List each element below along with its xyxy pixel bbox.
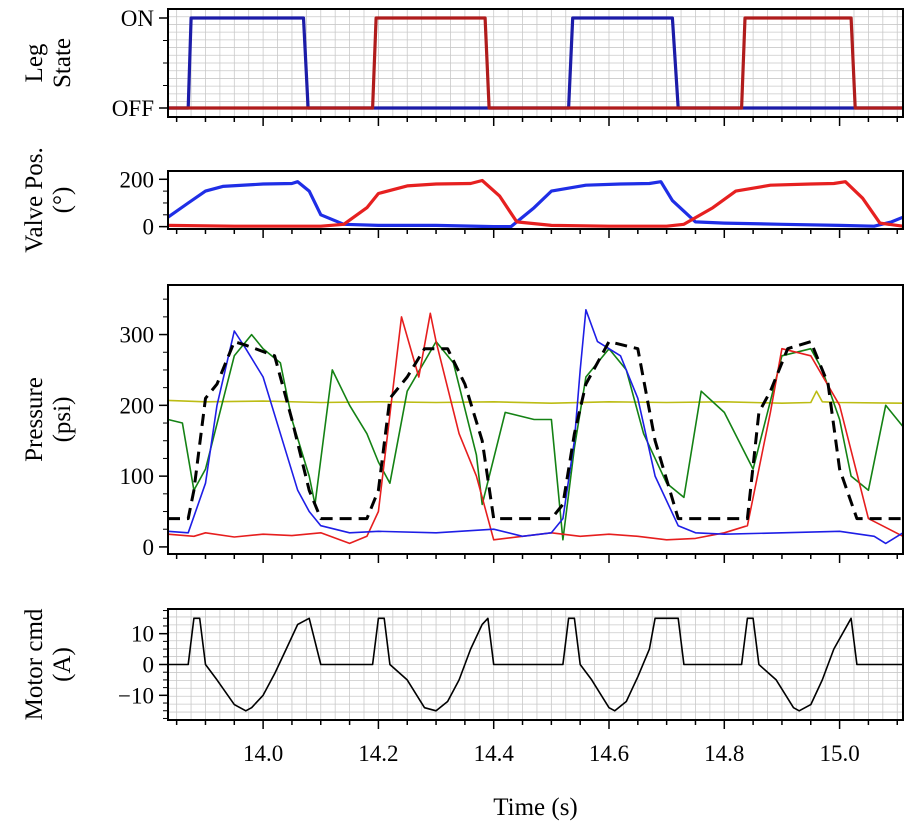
axes-frame (167, 170, 904, 230)
series-line-1 (167, 390, 904, 405)
y-tick-label: 10 (131, 622, 154, 647)
y-tick-label: 200 (120, 393, 155, 418)
y-tick-label: OFF (112, 96, 154, 121)
y-tick-label: −10 (118, 683, 154, 708)
series-line-2 (167, 178, 904, 228)
panel-2: 0 200 Valve Pos.(°) (21, 147, 904, 253)
series-line-1 (168, 617, 903, 712)
panel-4: −10 0 10 Motor cmd(A) 14.0 14.2 14.4 14.6 14.8 15… (21, 608, 904, 821)
y-axis-label: Pressure(psi) (21, 377, 76, 462)
y-axis-label: Valve Pos.(°) (21, 147, 76, 253)
panel-3: 0 100 200 300 Pressure(psi) (21, 284, 904, 563)
series-line-4 (167, 308, 904, 545)
y-tick-label: 0 (143, 653, 155, 678)
series-line-2 (167, 333, 904, 541)
series-line-2 (168, 16, 903, 110)
x-axis-label: Time (s) (493, 794, 578, 821)
y-tick-label: 0 (143, 215, 155, 240)
series-line-1 (167, 180, 904, 229)
grid (168, 609, 903, 720)
series-line-5 (168, 340, 903, 521)
y-axis-label: LegState (21, 38, 76, 88)
y-tick-label: 200 (120, 167, 155, 192)
y-tick-label: 100 (120, 464, 155, 489)
grid (168, 9, 903, 117)
x-tick-label: 14.6 (589, 741, 629, 766)
axes-frame (167, 284, 904, 555)
y-tick-label: 300 (120, 323, 155, 348)
x-tick-label: 14.8 (704, 741, 744, 766)
y-axis-label: Motor cmd(A) (21, 608, 76, 720)
x-tick-label: 14.0 (243, 741, 283, 766)
x-tick-label: 14.2 (358, 741, 398, 766)
x-tick-label: 14.4 (474, 741, 515, 766)
y-tick-label: 0 (143, 535, 155, 560)
series-line-3 (167, 312, 904, 545)
x-tick-label: 15.0 (819, 741, 859, 766)
y-tick-label: ON (121, 6, 155, 31)
panel-1: OFF ON LegState (21, 6, 904, 126)
